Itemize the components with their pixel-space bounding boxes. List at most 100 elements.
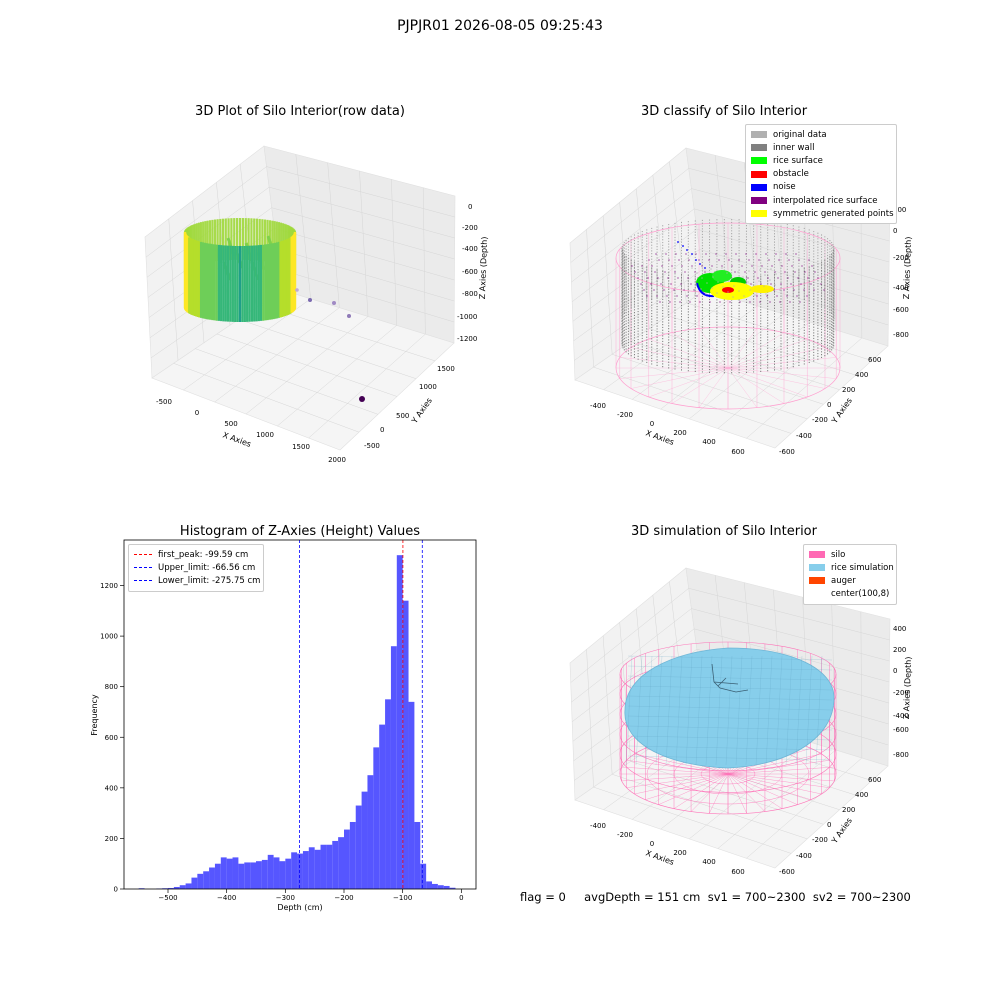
interpolated-point	[681, 265, 683, 267]
original-data-point	[712, 276, 714, 278]
interpolated-point	[659, 301, 661, 303]
histogram-bar	[261, 859, 268, 889]
original-data-point	[770, 268, 772, 270]
raw-scatter-plot: -500 0 500 1000 1500 2000 -500 0 500 100…	[144, 145, 489, 464]
interpolated-point	[654, 271, 656, 273]
interpolated-point	[781, 265, 783, 267]
original-data-point	[695, 283, 697, 285]
auger-structure	[711, 663, 749, 693]
raw-xtick: 1000	[256, 431, 274, 439]
classify-ztick: -200	[893, 254, 909, 262]
interpolated-point	[747, 277, 749, 279]
interpolated-point	[803, 289, 805, 291]
interpolated-point	[817, 277, 819, 279]
simulation-ytick: -400	[796, 852, 812, 860]
histogram-bar	[279, 861, 286, 889]
original-data-point	[738, 290, 740, 292]
interpolated-point	[823, 289, 825, 291]
interpolated-point	[660, 283, 662, 285]
histogram-bar	[191, 877, 198, 889]
legend-item: interpolated rice surface	[751, 194, 891, 207]
simulation-ytick: -600	[779, 868, 795, 876]
raw-xtick: 1500	[292, 443, 310, 451]
interpolated-point	[749, 301, 751, 303]
histogram-bar	[232, 857, 239, 889]
interpolated-point	[789, 301, 791, 303]
interpolated-point	[738, 259, 740, 261]
silo-wire-radial	[648, 367, 729, 398]
rice-mesh-line	[627, 715, 833, 721]
legend-item: symmetric generated points	[751, 207, 894, 220]
grid-line	[269, 186, 455, 239]
raw-outlier-point	[332, 301, 336, 305]
simulation-xtick: 400	[702, 858, 715, 866]
interpolated-point	[719, 301, 721, 303]
interpolated-point	[780, 283, 782, 285]
noise-point	[677, 241, 679, 243]
histogram-ticks: −500 −400 −300 −200 −100 0 0 200 400 600 800 1000 12…	[100, 582, 463, 902]
raw-ztick: -600	[462, 268, 478, 276]
original-data-point	[769, 279, 771, 281]
raw-zlabel: Z Axies (Depth)	[478, 236, 489, 299]
legend-swatch	[751, 131, 767, 139]
grid-line	[391, 179, 397, 326]
original-data-point	[717, 281, 719, 283]
rice-mesh-line	[635, 655, 643, 766]
legend-item: rice surface	[751, 154, 891, 167]
original-data-point	[779, 289, 781, 291]
interpolated-point	[811, 265, 813, 267]
legend-swatch	[751, 183, 767, 191]
rice-mesh-line	[625, 655, 633, 766]
grid-line	[327, 162, 340, 308]
interpolated-point	[665, 253, 667, 255]
classify-zlabel: Z Axies (Depth)	[902, 236, 913, 299]
interpolated-point	[725, 253, 727, 255]
raw-xtick: 2000	[328, 456, 346, 464]
original-data-point	[780, 278, 782, 280]
classify-xtick: 0	[650, 420, 654, 428]
grid-line	[630, 761, 824, 825]
interpolated-point	[756, 295, 758, 297]
histogram-xtick-label: −200	[334, 894, 353, 902]
interpolated-point	[671, 265, 673, 267]
original-data-point	[716, 292, 718, 294]
noise-point	[682, 245, 684, 247]
rice-mesh-line	[627, 695, 833, 701]
histogram-bar	[314, 849, 321, 889]
original-data-point	[759, 269, 761, 271]
interpolated-point	[705, 253, 707, 255]
grid-line	[586, 649, 594, 788]
interpolated-point	[786, 295, 788, 297]
original-data-point	[749, 289, 751, 291]
grid-line	[359, 170, 369, 317]
interpolated-point	[760, 283, 762, 285]
interpolated-point	[784, 271, 786, 273]
interpolated-point	[757, 277, 759, 279]
histogram-bar	[203, 871, 210, 889]
rice-mesh-line	[775, 655, 783, 766]
interpolated-point	[651, 265, 653, 267]
histogram-bar	[449, 887, 456, 889]
legend-item: inner wall	[751, 141, 891, 154]
legend-item: center(100,8)	[809, 588, 891, 601]
original-data-point	[711, 287, 713, 289]
silo-wire-radial	[698, 328, 729, 369]
classify-xtick: 200	[673, 429, 686, 437]
histogram-xtick-label: −100	[393, 894, 412, 902]
simulation-ytick: -200	[812, 836, 828, 844]
noise-edge	[696, 282, 715, 298]
original-data-point	[701, 277, 703, 279]
grid-line	[630, 341, 824, 405]
original-data-point	[721, 267, 723, 269]
interpolated-point	[771, 265, 773, 267]
interpolated-point	[796, 295, 798, 297]
grid-line	[593, 786, 792, 854]
noise-point	[704, 267, 706, 269]
histogram-ytick-label: 400	[105, 784, 118, 792]
histogram-bar	[250, 862, 256, 889]
grid-line	[574, 269, 703, 361]
grid-line	[295, 154, 311, 299]
interpolated-point	[808, 259, 810, 261]
histogram-plot: −500 −400 −300 −200 −100 0 0 200 400 600 800 1000 12…	[90, 539, 477, 912]
grid-line	[717, 749, 836, 849]
